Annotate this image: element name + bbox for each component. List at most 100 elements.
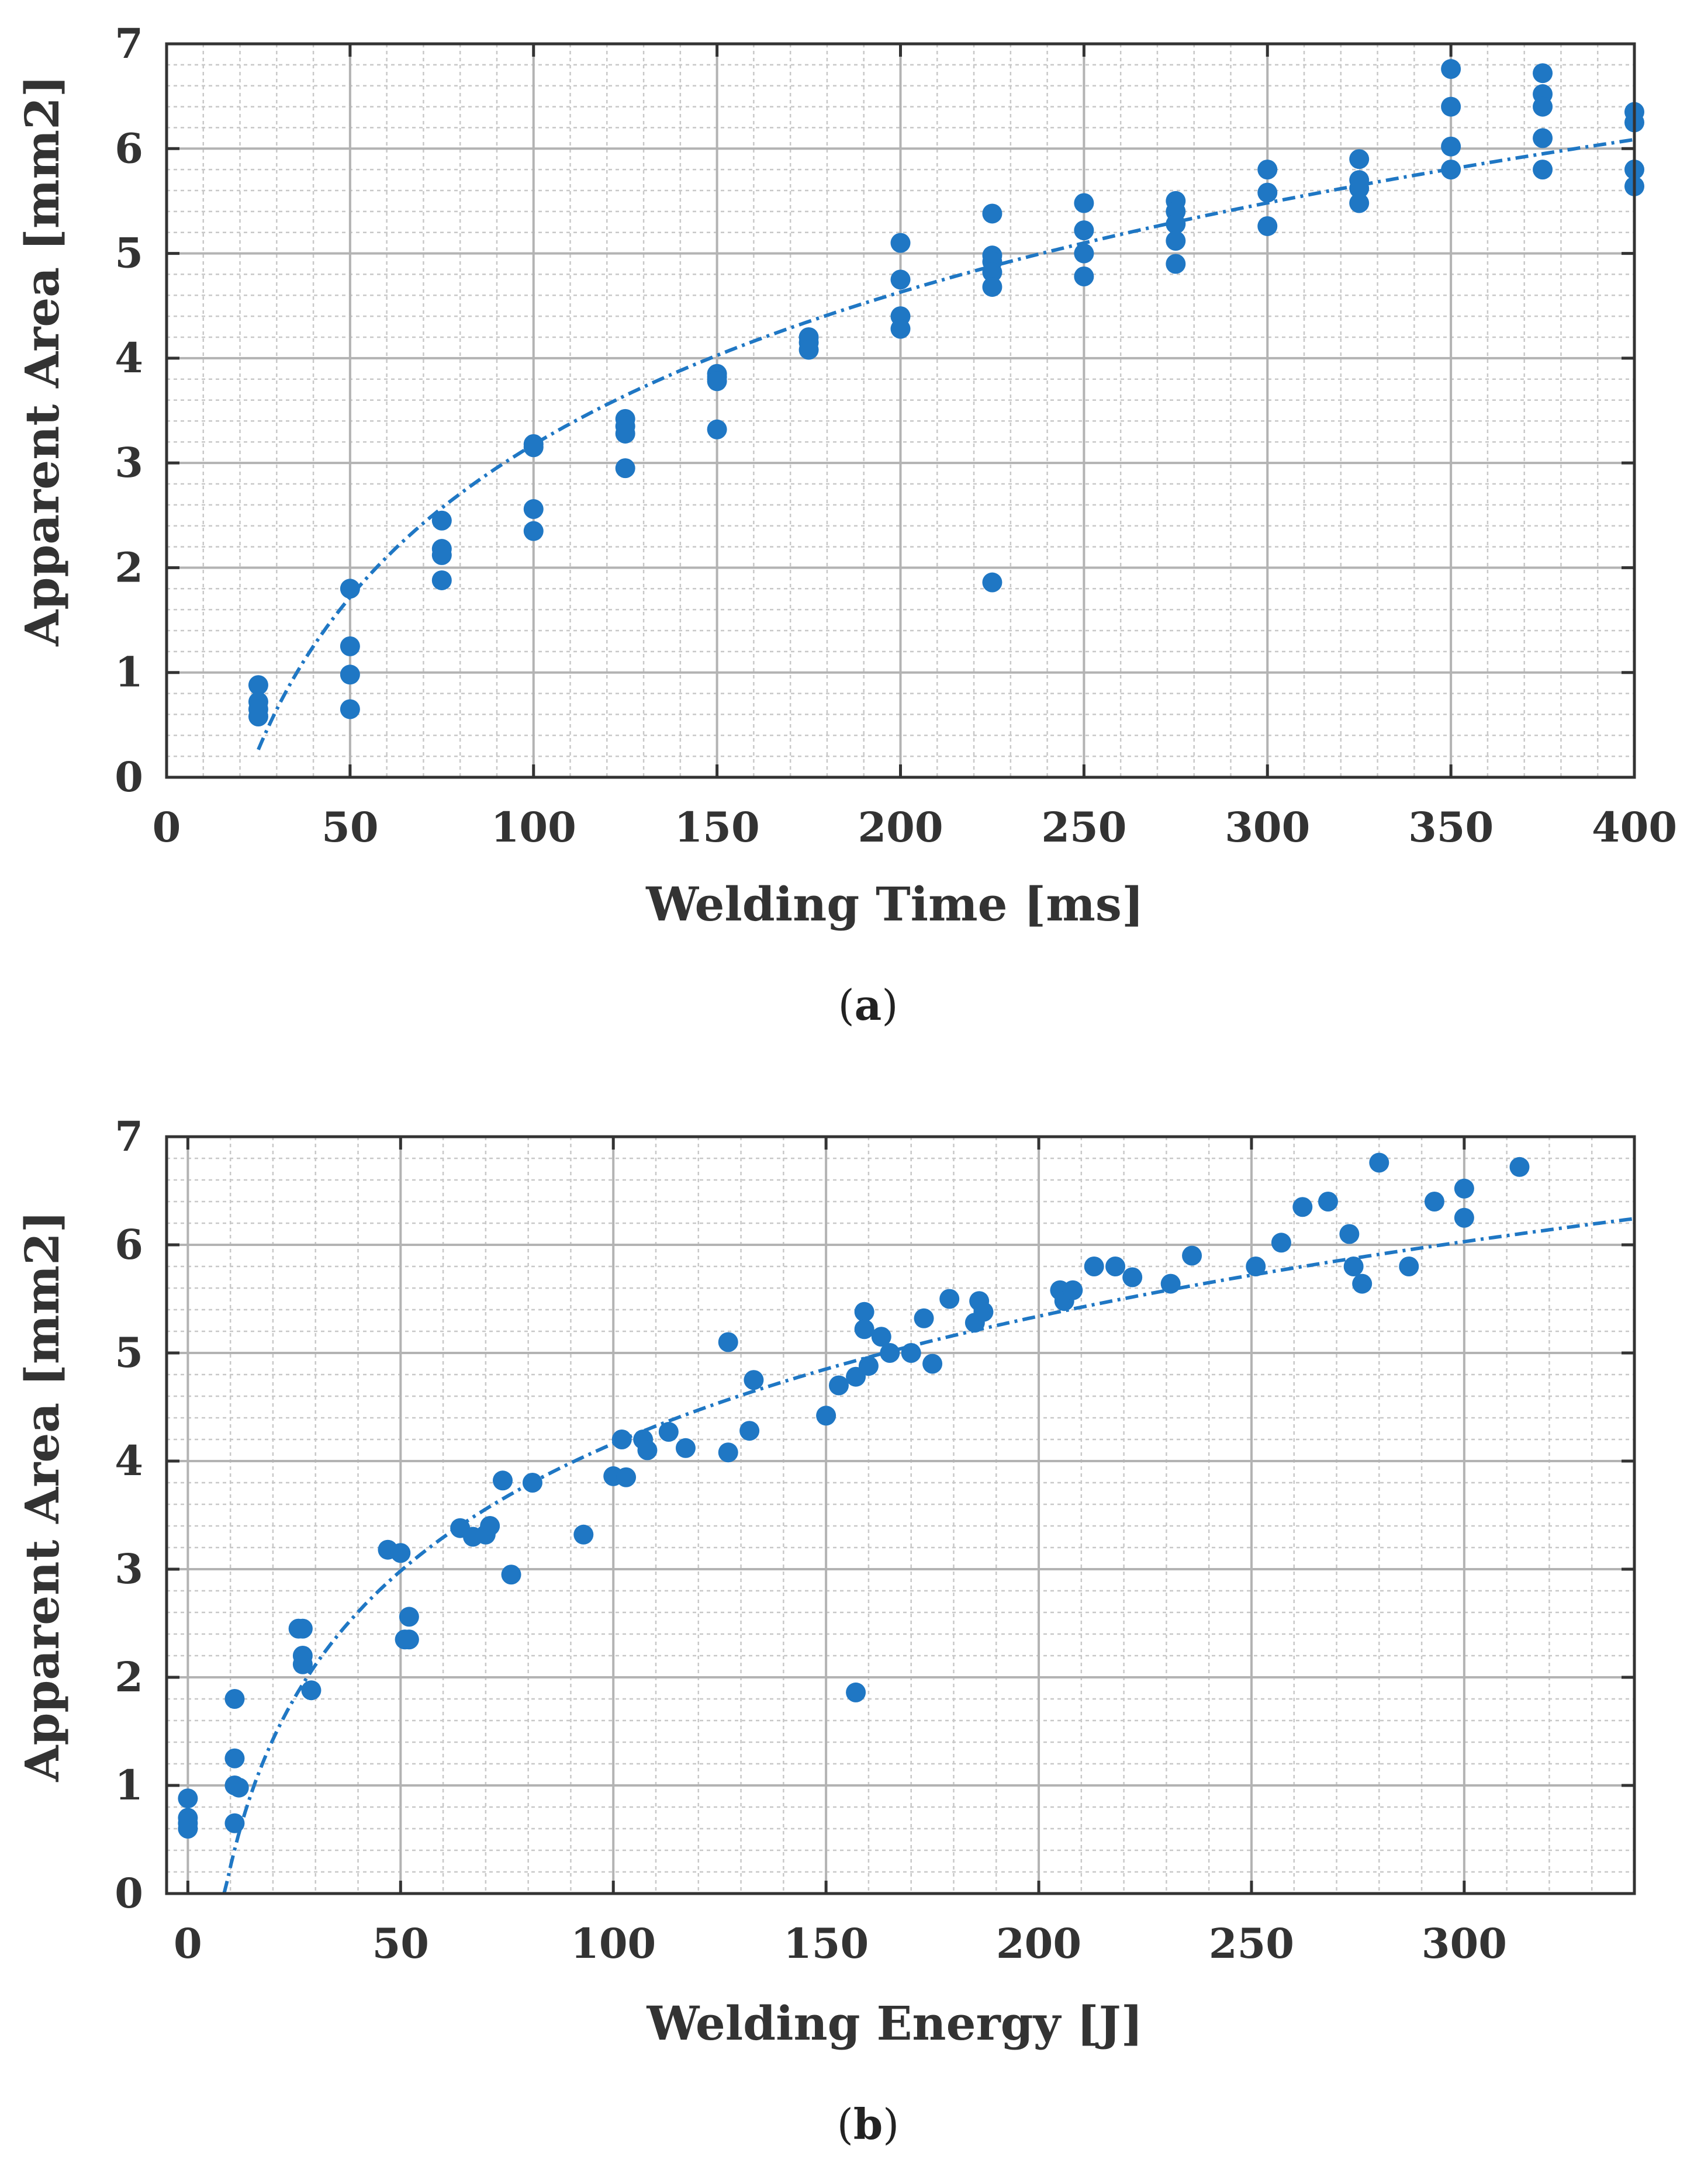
data-point — [431, 570, 452, 590]
data-point — [399, 1607, 419, 1627]
data-point — [1063, 1280, 1083, 1300]
x-tick-label: 200 — [996, 1919, 1081, 1968]
x-tick-label: 250 — [1209, 1919, 1294, 1968]
x-tick-label: 250 — [1041, 803, 1126, 852]
data-point — [1352, 1273, 1373, 1294]
data-point — [718, 1442, 738, 1463]
y-tick-label: 6 — [115, 124, 143, 172]
x-tick-label: 50 — [322, 803, 378, 852]
data-point — [858, 1356, 879, 1376]
data-point — [1441, 59, 1461, 79]
data-point — [292, 1654, 313, 1674]
y-tick-label: 3 — [115, 438, 143, 487]
data-point — [1292, 1197, 1313, 1217]
x-tick-label: 300 — [1422, 1919, 1507, 1968]
data-point — [1533, 128, 1553, 148]
data-point — [248, 675, 268, 695]
y-tick-label: 4 — [115, 1437, 143, 1485]
data-point — [301, 1680, 322, 1701]
data-point — [178, 1788, 198, 1809]
y-tick-label: 4 — [115, 334, 143, 382]
data-point — [798, 340, 819, 360]
x-tick-label: 350 — [1408, 803, 1494, 852]
y-tick-label: 7 — [115, 19, 143, 68]
data-point — [718, 1332, 738, 1352]
data-point — [1122, 1267, 1143, 1287]
data-point — [1074, 220, 1094, 241]
y-tick-label: 0 — [115, 1869, 143, 1918]
y-axis-label: Apparent Area [mm2] — [15, 1210, 70, 1782]
data-point — [1424, 1192, 1444, 1212]
x-tick-label: 200 — [858, 803, 943, 852]
y-tick-label: 2 — [115, 543, 143, 591]
data-point — [1160, 1273, 1181, 1294]
data-point — [522, 1473, 542, 1493]
data-point — [1509, 1157, 1530, 1177]
y-axis-label: Apparent Area [mm2] — [15, 75, 70, 646]
data-point — [1074, 243, 1094, 264]
x-tick-label: 50 — [372, 1919, 429, 1968]
data-point — [480, 1516, 500, 1536]
data-point — [1166, 254, 1186, 274]
chart-panel-a: 0 50 100 150 200 250 300 350 400 0 1 2 3 4 5 6 7 Welding… — [15, 19, 1677, 1030]
data-point — [973, 1302, 994, 1322]
data-point — [523, 437, 544, 458]
data-point — [178, 1819, 198, 1839]
data-point — [890, 233, 911, 253]
data-point — [1257, 182, 1278, 203]
data-point — [637, 1440, 658, 1460]
data-point — [1166, 231, 1186, 251]
data-point — [340, 579, 360, 599]
y-tick-label: 6 — [115, 1220, 143, 1269]
data-point — [340, 636, 360, 656]
data-point — [816, 1406, 836, 1426]
data-point — [1271, 1233, 1291, 1253]
data-point — [523, 521, 544, 541]
data-point — [982, 203, 1002, 224]
data-point — [1339, 1224, 1360, 1244]
data-point — [1074, 193, 1094, 213]
data-point — [1454, 1207, 1474, 1228]
data-point — [1533, 160, 1553, 180]
x-tick-label: 150 — [675, 803, 760, 852]
data-point — [1246, 1257, 1266, 1276]
data-point — [1182, 1245, 1202, 1266]
panel-label-b: (b) — [837, 2099, 900, 2149]
x-tick-label: 300 — [1225, 803, 1310, 852]
x-tick-label: 100 — [491, 803, 576, 852]
data-point — [399, 1629, 419, 1650]
data-point — [1105, 1257, 1126, 1276]
data-point — [615, 458, 635, 479]
data-point — [1257, 160, 1278, 180]
data-point — [846, 1682, 866, 1702]
data-point — [1369, 1152, 1389, 1173]
data-point — [1318, 1192, 1338, 1212]
x-axis-label: Welding Energy [J] — [647, 1996, 1143, 2051]
data-point — [982, 572, 1002, 593]
data-point — [1533, 63, 1553, 84]
data-point — [854, 1319, 874, 1340]
x-tick-label: 0 — [153, 803, 181, 852]
data-point — [229, 1777, 249, 1798]
panel-label-a: (a) — [838, 980, 898, 1030]
data-point — [1399, 1257, 1419, 1276]
data-point — [248, 707, 268, 727]
data-point — [914, 1308, 934, 1328]
data-point — [340, 699, 360, 719]
data-point — [390, 1543, 411, 1563]
data-point — [523, 499, 544, 520]
data-point — [431, 545, 452, 565]
data-point — [871, 1327, 891, 1347]
data-point — [224, 1813, 245, 1833]
data-point — [1074, 266, 1094, 287]
data-point — [939, 1289, 960, 1309]
data-point — [901, 1343, 921, 1363]
data-point — [982, 276, 1002, 297]
data-point — [1454, 1178, 1474, 1199]
data-point — [707, 419, 727, 439]
y-tick-label: 7 — [115, 1112, 143, 1161]
data-point — [1441, 136, 1461, 157]
x-tick-label: 400 — [1592, 803, 1677, 852]
y-tick-label: 3 — [115, 1545, 143, 1593]
